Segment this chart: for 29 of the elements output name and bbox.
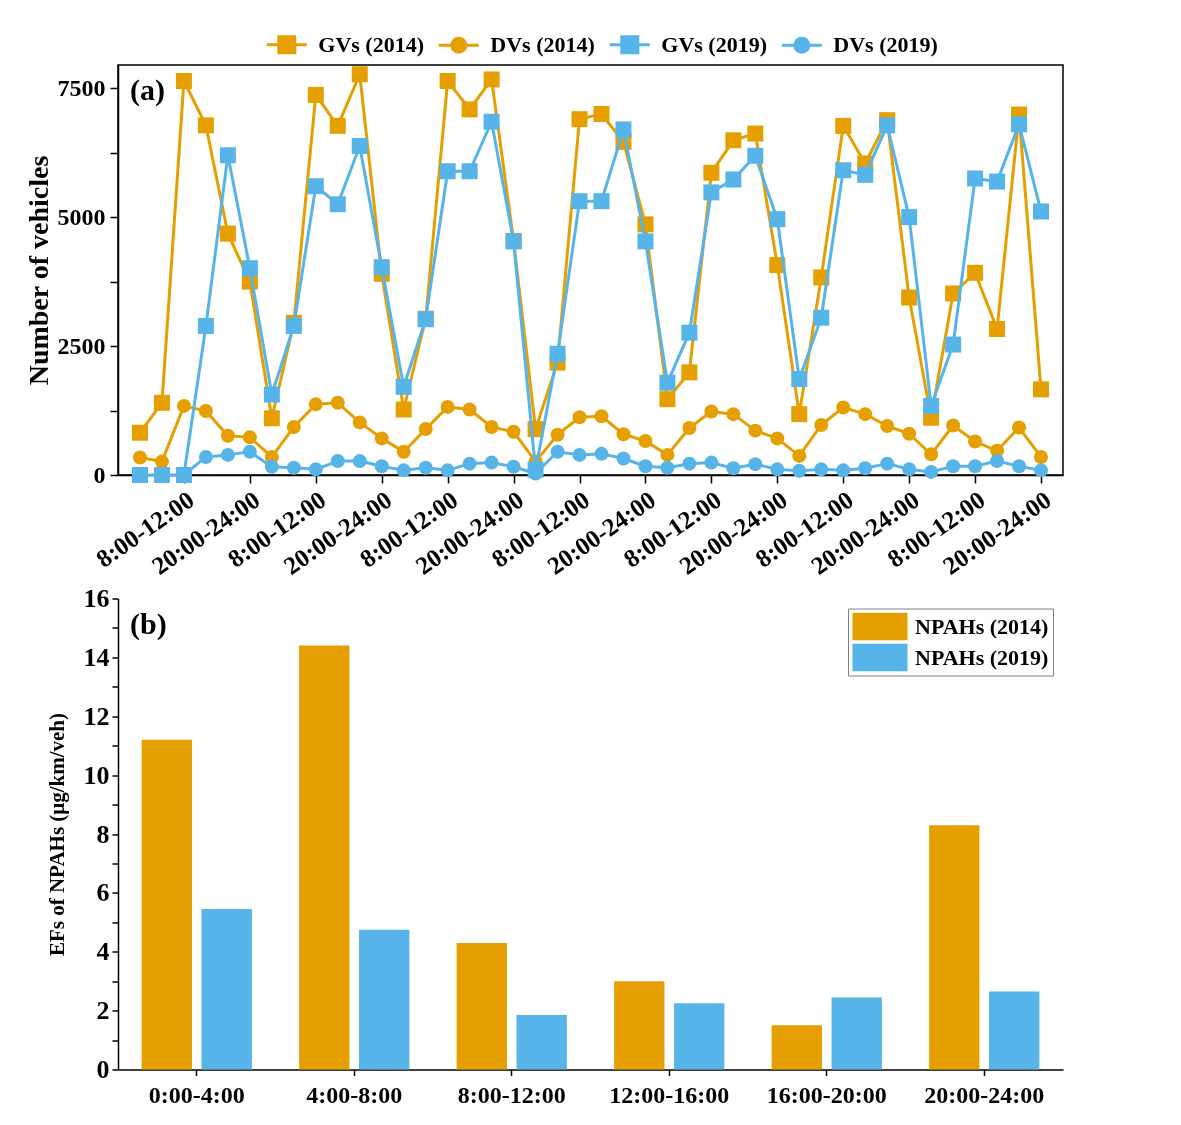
y-tick-label: 8 xyxy=(96,819,110,849)
y-tick-label: 0 xyxy=(96,1055,110,1084)
y-axis-title: EFs of NPAHs (μg/km/veh) xyxy=(44,712,69,957)
x-tick-label: 4:00-8:00 xyxy=(306,1082,403,1108)
y-tick-label: 6 xyxy=(96,878,110,908)
y-tick-label: 2500 xyxy=(57,332,106,359)
y-tick-label: 7500 xyxy=(57,74,106,101)
x-tick-label: 0:00-4:00 xyxy=(148,1082,245,1108)
x-tick-label: 8:00-12:00 xyxy=(457,1082,566,1108)
x-tick-label: 16:00-20:00 xyxy=(766,1082,887,1108)
y-tick-label: 4 xyxy=(96,937,110,967)
y-tick-label: 2 xyxy=(96,996,110,1026)
x-tick-label: 12:00-16:00 xyxy=(609,1082,730,1108)
annotation: (a) xyxy=(130,73,165,107)
y-tick-label: 10 xyxy=(83,760,110,790)
y-tick-label: 12 xyxy=(83,701,110,731)
y-tick-label: 5000 xyxy=(57,203,106,230)
legend-label: NPAHs (2019) xyxy=(915,644,1049,670)
y-tick-label: 16 xyxy=(83,584,110,613)
y-tick-label: 0 xyxy=(93,461,106,488)
legend-label: DVs (2014) xyxy=(490,32,595,58)
legend-label: GVs (2014) xyxy=(318,31,425,57)
y-axis-title: Number of vehicles xyxy=(22,155,54,386)
legend-label: NPAHs (2014) xyxy=(915,613,1049,639)
x-tick-label: 20:00-24:00 xyxy=(924,1082,1045,1108)
legend-label: GVs (2019) xyxy=(661,31,768,57)
y-tick-label: 14 xyxy=(83,642,110,672)
annotation: (b) xyxy=(130,606,167,641)
legend-label: DVs (2019) xyxy=(833,32,938,58)
